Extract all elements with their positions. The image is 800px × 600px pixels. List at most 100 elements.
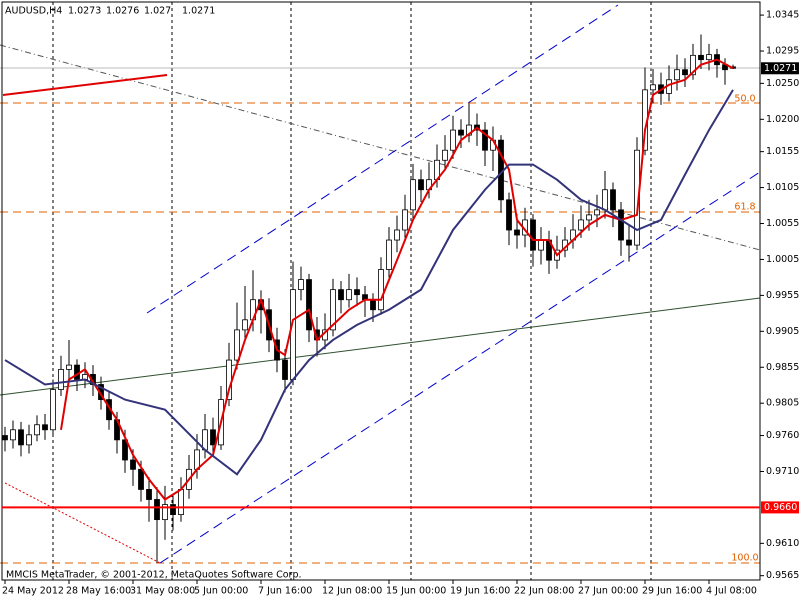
candle-body	[58, 369, 64, 390]
y-tick-label: 0.9610	[766, 538, 799, 549]
footer: MMCIS MetaTrader, © 2001-2012, MetaQuote…	[6, 570, 302, 581]
candle-body	[514, 229, 520, 236]
x-tick-label: 29 Jun 16:00	[642, 586, 702, 597]
candle-body	[50, 389, 56, 431]
candle-body	[442, 149, 448, 161]
candle-body	[290, 289, 296, 380]
candle-body	[122, 439, 128, 461]
candle-body	[298, 279, 304, 291]
candle-body	[282, 359, 288, 380]
y-tick-label: 0.9955	[766, 290, 799, 301]
candle-body	[458, 129, 464, 136]
candle-body	[242, 319, 248, 331]
fib-label: 61.8	[734, 202, 755, 213]
candle-body	[690, 54, 696, 76]
candle-body	[154, 499, 160, 521]
level-label-box	[761, 501, 799, 514]
candle-body	[538, 239, 544, 251]
plot-frame	[1, 1, 761, 581]
trend-line	[0, 297, 761, 396]
y-tick-label: 1.0295	[766, 46, 799, 57]
candle-body	[394, 229, 400, 241]
y-tick-label: 1.0105	[766, 182, 799, 193]
x-tick-label: 28 May 16:00	[66, 586, 131, 597]
candle-body	[330, 289, 336, 331]
candle-body	[170, 504, 176, 515]
candle-body	[682, 69, 688, 76]
candle-body	[18, 429, 24, 446]
fib-label: 100.0	[731, 553, 758, 564]
y-tick-label: 1.0250	[766, 78, 799, 89]
y-tick-label: 1.0345	[766, 10, 799, 21]
candle-body	[2, 435, 8, 441]
x-tick-label: 5 Jun 00:00	[194, 586, 248, 597]
indicator-line	[4, 89, 734, 476]
y-tick-label: 0.9855	[766, 362, 799, 373]
candle-body	[578, 219, 584, 231]
x-tick-label: 15 Jun 00:00	[386, 586, 446, 597]
candle-body	[346, 289, 352, 301]
candle-body	[698, 54, 704, 61]
candle-body	[10, 429, 16, 441]
x-tick-label: 24 May 2012	[2, 586, 64, 597]
candle-body	[450, 129, 456, 151]
x-tick-label: 22 Jun 08:00	[514, 586, 574, 597]
candle-body	[370, 299, 376, 311]
candle-body	[674, 69, 680, 81]
candle-body	[482, 129, 488, 151]
y-tick-label: 0.9805	[766, 398, 799, 409]
y-tick-label: 1.0055	[766, 218, 799, 229]
candle-body	[306, 279, 312, 331]
header-open: 1.0273	[68, 6, 101, 17]
candle-body	[650, 84, 656, 91]
candle-body	[706, 54, 712, 61]
candle-body	[26, 434, 32, 446]
channel-line	[146, 4, 619, 314]
candle-body	[586, 214, 592, 221]
candle-body	[354, 289, 360, 296]
candle-body	[626, 239, 632, 246]
x-tick-label: 7 Jun 16:00	[258, 586, 312, 597]
fib-label: 50.0	[734, 94, 755, 105]
candle-body	[506, 199, 512, 231]
indicator-line	[60, 58, 734, 501]
price-box	[761, 62, 799, 75]
candle-body	[178, 489, 184, 515]
header-high: 1.0276	[106, 6, 139, 17]
candle-body	[42, 424, 48, 431]
candle-body	[618, 209, 624, 241]
candle-body	[234, 329, 240, 361]
y-tick-label: 1.0200	[766, 114, 799, 125]
header-low: 1.027	[144, 6, 171, 17]
candle-body	[402, 209, 408, 231]
candle-body	[138, 468, 144, 490]
candle-body	[530, 219, 536, 251]
chart-title: AUDUSD,H4	[5, 6, 62, 17]
y-tick-label: 0.9905	[766, 326, 799, 337]
candle-body	[34, 424, 40, 436]
candle-body	[146, 489, 152, 500]
header-close: 1.0271	[182, 6, 215, 17]
candle-body	[66, 364, 72, 370]
level-label: 0.9660	[764, 502, 797, 513]
candle-body	[162, 504, 168, 521]
y-tick-label: 1.0005	[766, 254, 799, 265]
candle-body	[418, 179, 424, 191]
y-tick-label: 0.9710	[766, 466, 799, 477]
x-tick-label: 31 May 08:00	[130, 586, 195, 597]
trend-line	[4, 482, 161, 564]
candle-body	[602, 189, 608, 211]
x-tick-label: 19 Jun 16:00	[450, 586, 510, 597]
channel-line	[159, 171, 761, 564]
x-tick-label: 27 Jun 00:00	[578, 586, 638, 597]
candle-body	[130, 459, 136, 470]
x-tick-label: 12 Jun 08:00	[322, 586, 382, 597]
drawings: 50.0 61.8 100.0	[0, 2, 761, 580]
y-tick-label: 1.0155	[766, 146, 799, 157]
candle-body	[594, 209, 600, 216]
x-tick-label: 4 Jul 08:00	[706, 586, 757, 597]
candle-body	[338, 289, 344, 301]
y-tick-label: 0.9760	[766, 430, 799, 441]
